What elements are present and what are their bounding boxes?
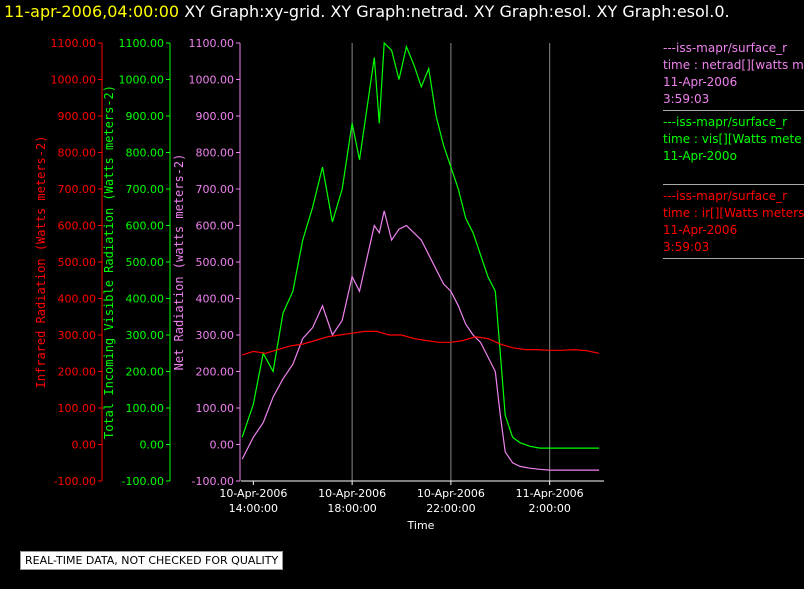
y-tick-label: -100.00 [122,475,164,488]
y-tick-label: 900.00 [126,110,165,123]
y-tick-label: 600.00 [126,220,165,233]
x-tick-label: 10-Apr-2006 [318,487,386,500]
y-tick-label: 1000.00 [51,74,97,87]
y-tick-label: 800.00 [196,147,235,160]
y-tick-label: 300.00 [58,329,97,342]
legend-desc: time : vis[][Watts mete [663,132,802,146]
graph-list: XY Graph:xy-grid. XY Graph:netrad. XY Gr… [184,2,730,21]
y-tick-label: 300.00 [126,329,165,342]
y-tick-label: 400.00 [126,293,165,306]
y-tick-label: 400.00 [58,293,97,306]
y-tick-label: 500.00 [196,256,235,269]
series-line-vis [241,41,600,449]
legend-name: ---iss-mapr/surface_r [663,189,788,203]
series-line-netrad [241,210,600,471]
x-tick-label: 2:00:00 [528,502,570,515]
legend-date: 11-Apr-2006 [663,223,738,237]
y-tick-label: 800.00 [58,147,97,160]
x-tick-label: 22:00:00 [426,502,475,515]
legend-date: 11-Apr-200o [663,149,737,163]
y-tick-label: 1000.00 [189,74,235,87]
y-tick-label: 200.00 [126,366,165,379]
x-tick-label: 11-Apr-2006 [516,487,584,500]
legend-separator [663,110,804,111]
y-tick-label: 1100.00 [119,37,165,50]
series-line-ir [242,330,600,356]
y-tick-label: 200.00 [196,366,235,379]
quality-note: REAL-TIME DATA, NOT CHECKED FOR QUALITY [20,551,284,570]
y-tick-label: 800.00 [126,147,165,160]
graph-header: 11-apr-2006,04:00:00 XY Graph:xy-grid. X… [4,2,730,21]
y-tick-label: 900.00 [196,110,235,123]
y-axis-label-1: Total Incoming Visible Radiation (Watts … [102,85,116,439]
y-tick-label: 900.00 [58,110,97,123]
y-tick-label: 100.00 [196,402,235,415]
legend-time: 3:59:03 [663,92,710,106]
legend-date: 11-Apr-2006 [663,75,738,89]
y-tick-label: 600.00 [196,220,235,233]
y-tick-label: 0.00 [140,439,165,452]
legend-name: ---iss-mapr/surface_r [663,41,788,55]
y-tick-label: 700.00 [196,183,235,196]
legend-separator [663,258,804,259]
legend-separator [663,184,804,185]
legend-time: 3:59:03 [663,240,710,254]
y-tick-label: 100.00 [126,402,165,415]
y-tick-label: 700.00 [58,183,97,196]
x-tick-label: 14:00:00 [229,502,278,515]
y-tick-label: 200.00 [58,366,97,379]
y-tick-label: 100.00 [58,402,97,415]
legend-name: ---iss-mapr/surface_r [663,115,788,129]
x-axis-label: Time [407,519,435,532]
y-tick-label: 1100.00 [51,37,97,50]
y-tick-label: 600.00 [58,220,97,233]
y-tick-label: -100.00 [192,475,234,488]
y-tick-label: 500.00 [58,256,97,269]
y-axis-label-2: Net Radiation (watts meters-2) [172,154,186,371]
y-tick-label: 700.00 [126,183,165,196]
y-tick-label: -100.00 [54,475,96,488]
timestamp: 11-apr-2006,04:00:00 [4,2,180,21]
legend-desc: time : ir[][Watts meters [663,206,804,220]
y-tick-label: 300.00 [196,329,235,342]
y-tick-label: 1000.00 [119,74,165,87]
x-tick-label: 18:00:00 [327,502,376,515]
legend-desc: time : netrad[][watts m [663,58,804,72]
y-tick-label: 0.00 [210,439,235,452]
y-tick-label: 400.00 [196,293,235,306]
y-axis-label-0: Infrared Radiation (Watts meters-2) [34,136,48,389]
y-tick-label: 500.00 [126,256,165,269]
y-tick-label: 1100.00 [189,37,235,50]
x-tick-label: 10-Apr-2006 [219,487,287,500]
y-tick-label: 0.00 [72,439,97,452]
x-tick-label: 10-Apr-2006 [417,487,485,500]
